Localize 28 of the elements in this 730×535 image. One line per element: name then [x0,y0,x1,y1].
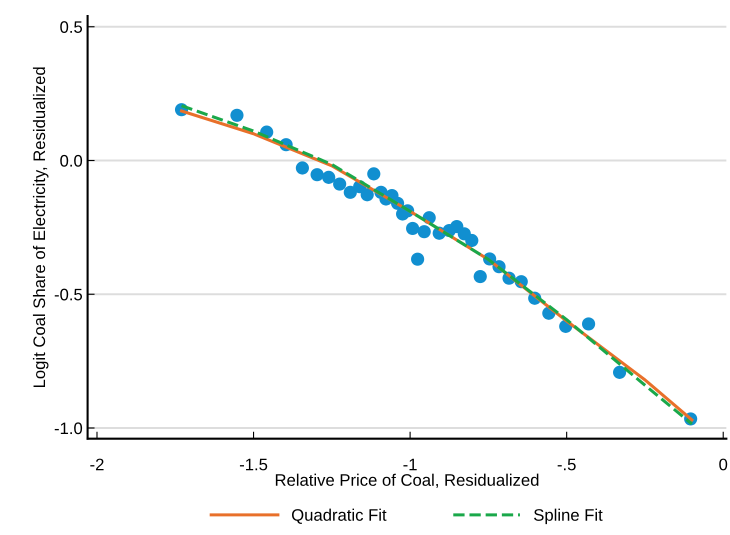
point [344,186,357,199]
point [322,170,336,184]
y-tick-label: -1.0 [54,422,82,434]
point [474,270,487,284]
point [582,317,596,331]
legend-label: Quadratic Fit [292,508,386,524]
point [418,225,431,238]
x-tick-label: 0 [719,458,728,470]
x-tick-label: -2 [90,458,104,470]
point [296,161,309,175]
x-tick-label: -1 [403,458,417,470]
y-tick-label: 0.5 [60,21,82,33]
point [230,108,244,122]
point [333,177,346,191]
point [465,234,478,248]
x-axis-title: Relative Price of Coal, Residualized [276,474,538,488]
point [310,168,324,182]
point [411,252,424,266]
y-axis-title: Logit Coal Share of Electricity, Residualized [32,67,48,388]
point [406,222,420,236]
x-tick-label: -1.5 [240,458,268,470]
point [367,167,380,180]
legend-label: Spline Fit [534,508,603,524]
y-tick-label: 0.0 [60,154,82,167]
y-tick-label: -0.5 [54,288,82,300]
point [360,188,374,202]
point [612,366,626,379]
x-tick-label: -.5 [558,458,576,470]
